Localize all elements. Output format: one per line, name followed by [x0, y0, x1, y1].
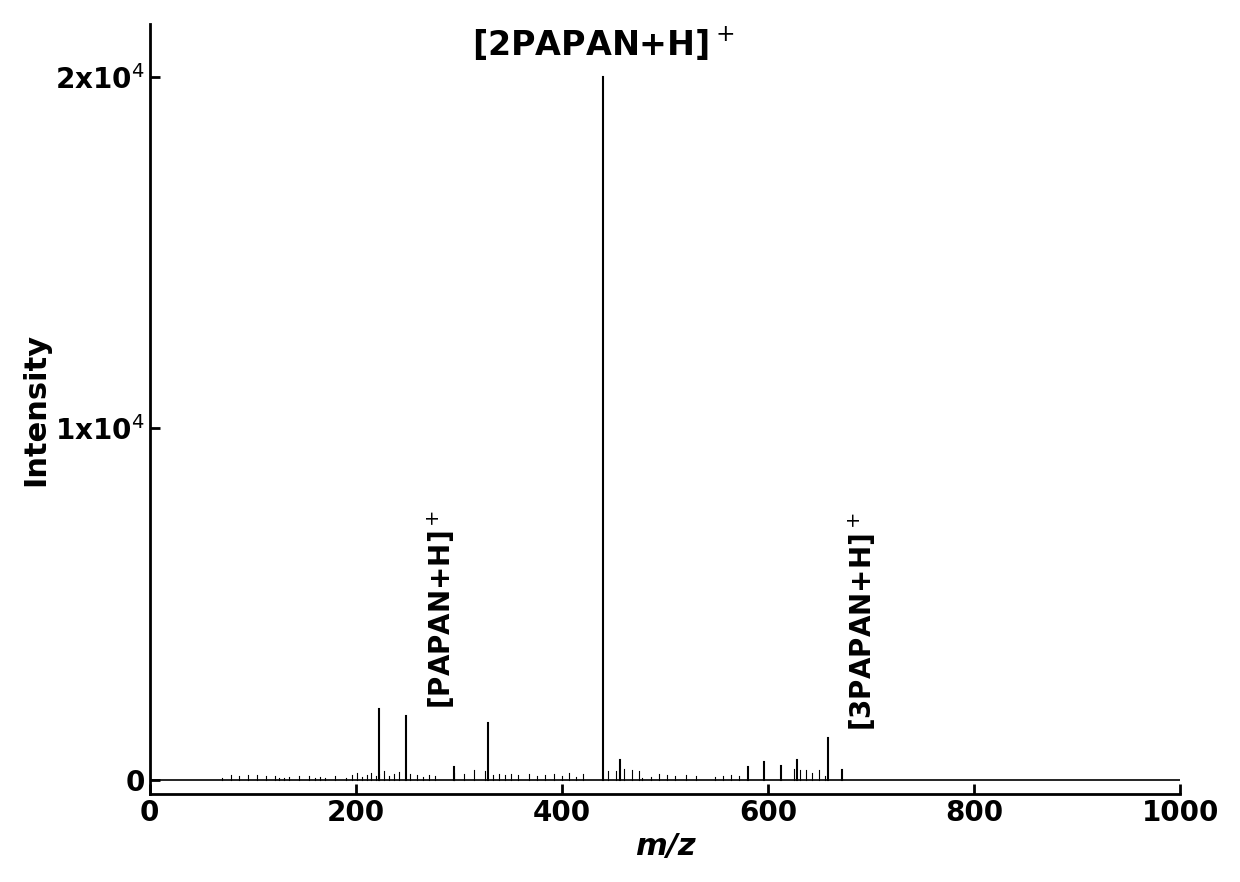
Text: [2PAPAN+H]$^+$: [2PAPAN+H]$^+$ — [472, 26, 734, 63]
Y-axis label: Intensity: Intensity — [21, 333, 50, 486]
X-axis label: m/z: m/z — [635, 832, 696, 861]
Text: [PAPAN+H]$^+$: [PAPAN+H]$^+$ — [425, 511, 456, 709]
Text: [3PAPAN+H]$^+$: [3PAPAN+H]$^+$ — [847, 512, 878, 730]
